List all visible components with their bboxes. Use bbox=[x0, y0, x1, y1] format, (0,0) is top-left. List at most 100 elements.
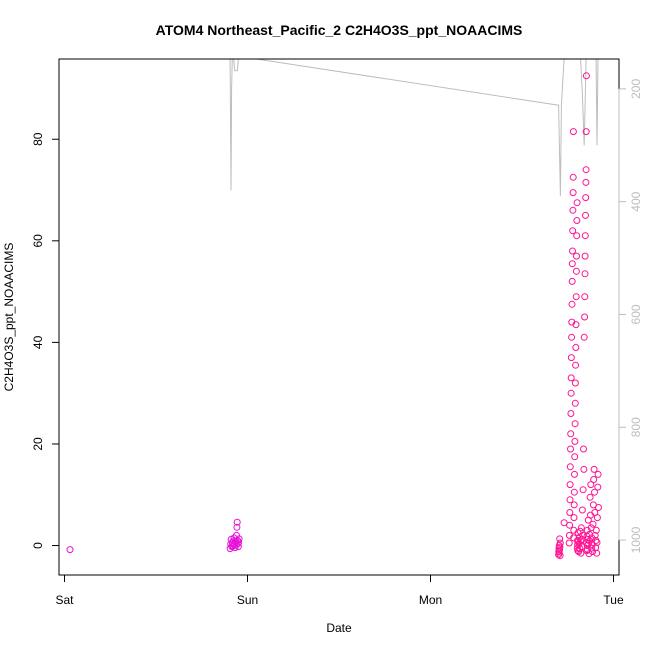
data-point bbox=[556, 543, 564, 551]
x-tick-label: Tue bbox=[603, 593, 624, 607]
data-point bbox=[594, 483, 602, 491]
data-point bbox=[567, 374, 575, 382]
data-point bbox=[566, 463, 574, 471]
data-point bbox=[581, 252, 589, 260]
data-point bbox=[556, 535, 564, 543]
data-point bbox=[576, 545, 584, 553]
data-point bbox=[585, 550, 593, 558]
y-axis: 0 20 40 60 80 bbox=[31, 132, 60, 549]
data-point bbox=[569, 206, 577, 214]
data-point bbox=[235, 535, 243, 543]
data-point bbox=[590, 465, 598, 473]
data-point bbox=[580, 445, 587, 453]
y-tick-label: 80 bbox=[31, 132, 45, 146]
data-point bbox=[235, 538, 243, 546]
data-point bbox=[572, 321, 580, 329]
data-point bbox=[568, 333, 576, 341]
y2-tick-label: 800 bbox=[629, 417, 643, 437]
y-tick-label: 20 bbox=[31, 437, 45, 451]
data-point bbox=[233, 523, 241, 531]
x-axis: Sat Sun Mon Tue bbox=[55, 574, 624, 607]
data-point bbox=[588, 544, 595, 552]
data-point bbox=[594, 470, 602, 478]
data-point bbox=[569, 189, 577, 197]
data-point bbox=[579, 531, 587, 539]
data-point bbox=[568, 277, 576, 285]
chart-title: ATOM4 Northeast_Pacific_2 C2H4O3S_ppt_NO… bbox=[156, 22, 523, 38]
data-point bbox=[567, 354, 575, 362]
data-point bbox=[595, 504, 602, 511]
y2-axis: 200 400 600 800 1000 bbox=[618, 79, 643, 553]
data-point bbox=[568, 300, 576, 308]
data-point bbox=[582, 211, 589, 219]
data-point bbox=[582, 194, 590, 202]
data-point bbox=[566, 509, 574, 516]
data-point bbox=[587, 481, 595, 489]
y-axis-label: C2H4O3S_ppt_NOAACIMS bbox=[2, 243, 16, 392]
data-point bbox=[569, 247, 576, 255]
data-point bbox=[568, 260, 576, 268]
data-point bbox=[234, 543, 242, 551]
data-point bbox=[572, 267, 580, 275]
data-point bbox=[569, 173, 577, 181]
data-point bbox=[571, 420, 579, 428]
data-point bbox=[586, 493, 594, 501]
data-point bbox=[570, 488, 578, 496]
data-point bbox=[577, 549, 585, 557]
data-point bbox=[556, 552, 564, 560]
data-point bbox=[592, 526, 600, 534]
data-point bbox=[572, 361, 580, 369]
y-tick-label: 60 bbox=[31, 234, 45, 248]
data-point bbox=[578, 506, 586, 514]
data-point bbox=[565, 539, 573, 547]
data-point bbox=[593, 549, 601, 557]
data-point bbox=[567, 389, 575, 397]
data-point bbox=[581, 293, 589, 301]
data-point bbox=[572, 344, 580, 351]
data-point bbox=[570, 501, 578, 509]
data-point bbox=[572, 293, 580, 301]
data-point bbox=[593, 514, 601, 522]
data-points-layer bbox=[66, 72, 602, 560]
y2-tick-label: 600 bbox=[629, 304, 643, 324]
data-point bbox=[566, 496, 574, 504]
y-tick-label: 0 bbox=[31, 542, 45, 549]
data-point bbox=[573, 217, 581, 224]
data-point bbox=[590, 476, 598, 483]
data-point bbox=[560, 519, 568, 527]
data-point bbox=[566, 481, 574, 489]
data-point bbox=[581, 313, 589, 321]
data-point bbox=[570, 514, 578, 522]
data-point bbox=[593, 539, 601, 546]
data-point bbox=[575, 548, 583, 556]
data-point bbox=[591, 531, 599, 539]
x-tick-label: Mon bbox=[419, 593, 442, 607]
x-tick-label: Sun bbox=[237, 593, 258, 607]
data-point bbox=[580, 465, 588, 473]
data-point bbox=[233, 518, 241, 526]
x-tick-label: Sat bbox=[55, 593, 74, 607]
data-point bbox=[569, 227, 577, 235]
data-point bbox=[589, 520, 597, 528]
data-point bbox=[556, 539, 564, 547]
data-point bbox=[584, 535, 592, 543]
y2-tick-label: 400 bbox=[629, 191, 643, 211]
data-point bbox=[578, 543, 586, 551]
y-tick-label: 40 bbox=[31, 335, 45, 349]
data-point bbox=[567, 410, 575, 417]
data-point bbox=[573, 544, 581, 552]
data-point bbox=[571, 379, 579, 387]
data-point bbox=[582, 128, 590, 136]
data-point bbox=[581, 232, 589, 240]
data-point bbox=[582, 178, 590, 186]
data-point bbox=[580, 333, 588, 341]
data-point bbox=[569, 128, 577, 136]
data-point bbox=[567, 430, 575, 438]
y2-tick-label: 1000 bbox=[629, 526, 643, 553]
data-point bbox=[591, 488, 598, 496]
data-point bbox=[571, 453, 579, 461]
data-point bbox=[582, 72, 590, 80]
data-point bbox=[571, 470, 578, 478]
